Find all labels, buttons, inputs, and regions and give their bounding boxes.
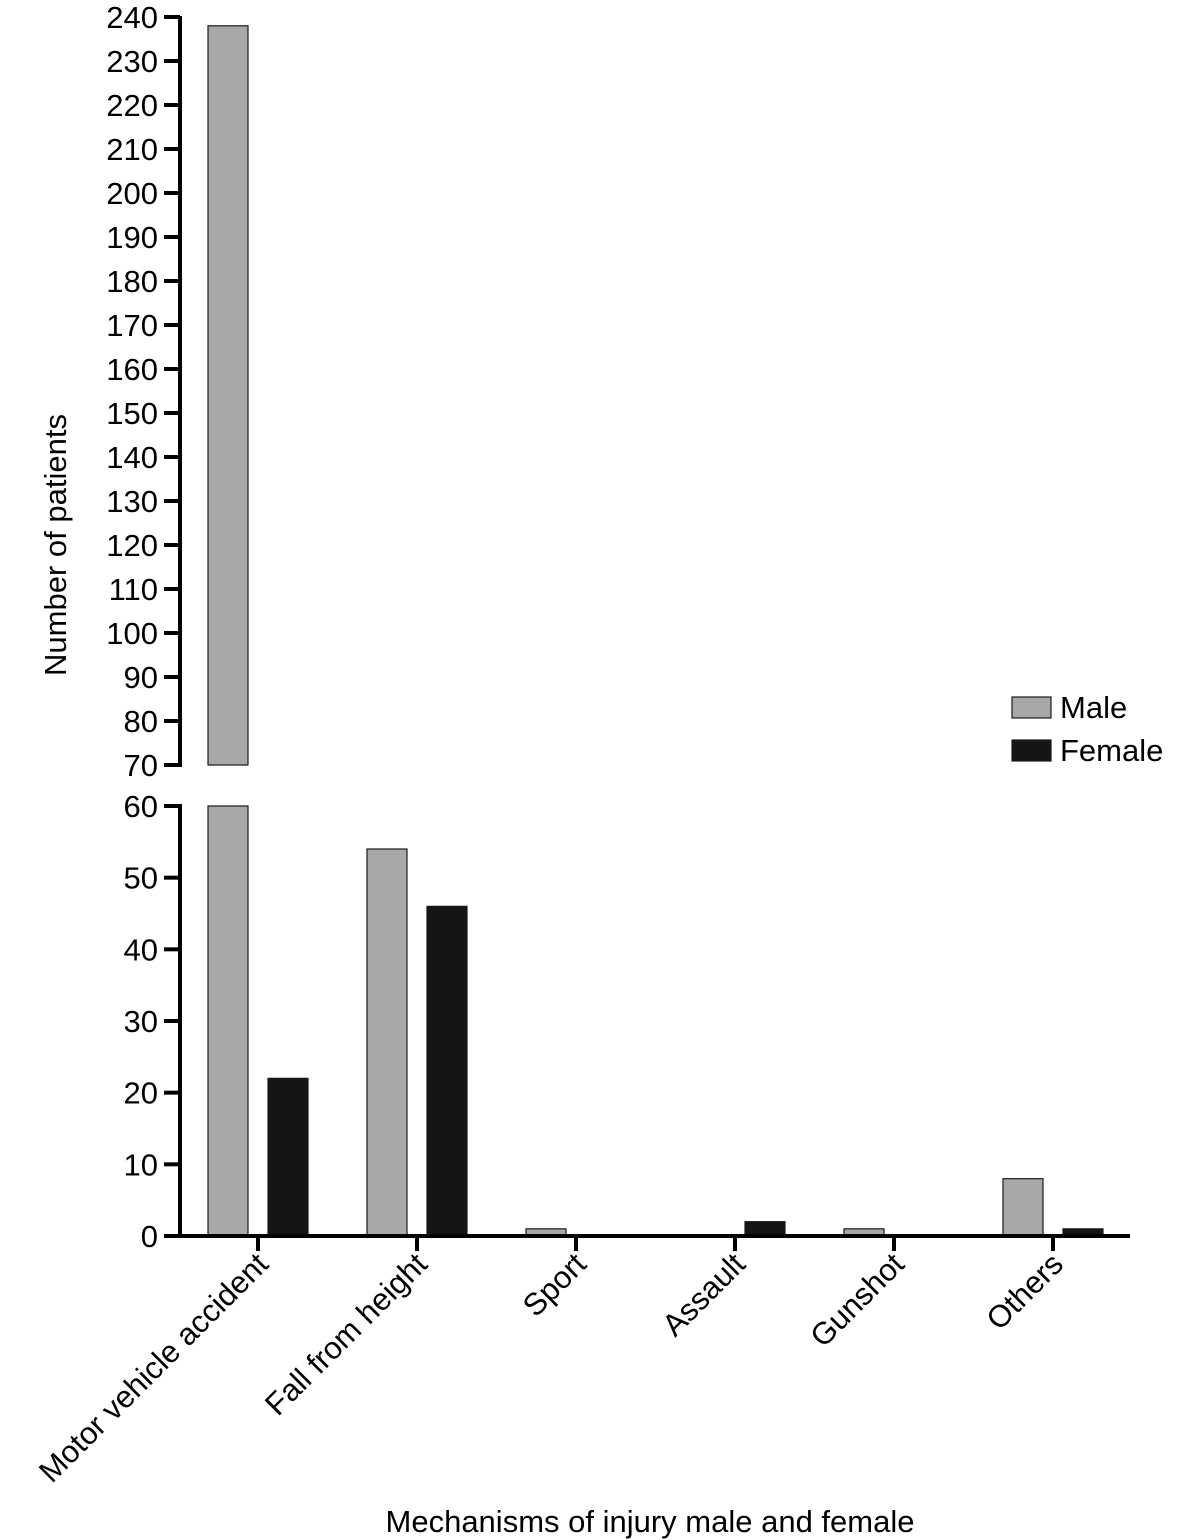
x-tick-label: Motor vehicle accident	[32, 1246, 275, 1489]
x-tick-label: Assault	[655, 1246, 752, 1343]
bar-male-5	[1002, 1178, 1044, 1237]
legend-label-female: Female	[1060, 733, 1163, 768]
y-tick-label: 140	[106, 440, 158, 475]
x-axis-label: Mechanisms of injury male and female	[386, 1504, 915, 1539]
bar-female-3	[744, 1221, 786, 1237]
y-ticks-group: 7080901001101201301401501601701801902002…	[106, 0, 180, 1254]
y-tick-label: 90	[124, 660, 158, 695]
legend-label-male: Male	[1060, 690, 1127, 725]
y-axis-label: Number of patients	[38, 414, 73, 676]
y-tick-label: 190	[106, 220, 158, 255]
legend: Male Female	[1011, 690, 1163, 768]
y-tick-label: 170	[106, 308, 158, 343]
x-tick-label: Others	[979, 1246, 1070, 1337]
y-tick-label: 0	[141, 1219, 158, 1254]
bar-male-1	[366, 848, 408, 1237]
y-tick-label: 70	[124, 748, 158, 783]
y-tick-label: 200	[106, 176, 158, 211]
legend-swatch-female	[1011, 739, 1052, 762]
bar-female-1	[426, 905, 468, 1237]
axes-group	[178, 16, 1130, 1238]
y-tick-label: 180	[106, 264, 158, 299]
y-tick-label: 60	[124, 789, 158, 824]
y-tick-label: 210	[106, 132, 158, 167]
y-tick-label: 20	[124, 1076, 158, 1111]
y-tick-label: 80	[124, 704, 158, 739]
y-tick-label: 220	[106, 88, 158, 123]
y-tick-label: 230	[106, 44, 158, 79]
y-tick-label: 240	[106, 0, 158, 35]
x-tick-label: Fall from height	[258, 1246, 434, 1422]
y-tick-label: 160	[106, 352, 158, 387]
x-tick-label: Sport	[516, 1246, 593, 1323]
y-tick-label: 40	[124, 932, 158, 967]
y-tick-label: 100	[106, 616, 158, 651]
y-tick-label: 120	[106, 528, 158, 563]
bars-group	[207, 25, 1104, 1237]
y-tick-label: 130	[106, 484, 158, 519]
y-tick-label: 30	[124, 1004, 158, 1039]
bar-female-0	[267, 1077, 309, 1237]
y-tick-label: 110	[109, 572, 158, 607]
y-tick-label: 10	[124, 1147, 158, 1182]
bar-male-0-lower	[207, 805, 249, 1237]
legend-swatch-male	[1011, 696, 1052, 719]
x-tick-label: Gunshot	[803, 1246, 911, 1354]
y-tick-label: 150	[106, 396, 158, 431]
bar-male-0-upper	[207, 25, 249, 766]
y-tick-label: 50	[124, 861, 158, 896]
